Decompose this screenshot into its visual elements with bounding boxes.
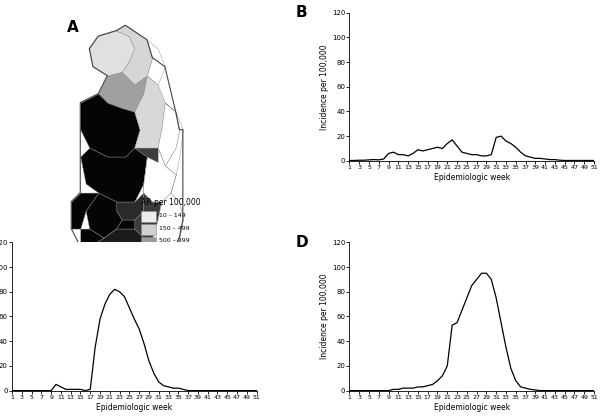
X-axis label: Epidemiologic week: Epidemiologic week xyxy=(434,173,510,182)
Text: A: A xyxy=(67,20,79,35)
FancyBboxPatch shape xyxy=(142,224,156,235)
Text: 150 – 499: 150 – 499 xyxy=(159,226,190,231)
Y-axis label: Incidence per 100,000: Incidence per 100,000 xyxy=(320,274,329,359)
X-axis label: Epidemiologic week: Epidemiologic week xyxy=(96,402,172,412)
FancyBboxPatch shape xyxy=(142,263,156,273)
Y-axis label: Incidence per 100,000: Incidence per 100,000 xyxy=(320,44,329,129)
Text: 500 – 999: 500 – 999 xyxy=(159,239,190,244)
FancyBboxPatch shape xyxy=(142,250,156,260)
Text: AR per 100,000: AR per 100,000 xyxy=(142,198,201,207)
FancyBboxPatch shape xyxy=(142,211,156,222)
Text: ≥ 2,000: ≥ 2,000 xyxy=(159,264,184,269)
Text: D: D xyxy=(296,235,308,250)
FancyBboxPatch shape xyxy=(142,237,156,248)
Text: 1,000 – 1,999: 1,000 – 1,999 xyxy=(159,251,201,256)
Text: 10 – 149: 10 – 149 xyxy=(159,213,185,218)
Text: B: B xyxy=(296,5,307,20)
X-axis label: Epidemiologic week: Epidemiologic week xyxy=(434,402,510,412)
